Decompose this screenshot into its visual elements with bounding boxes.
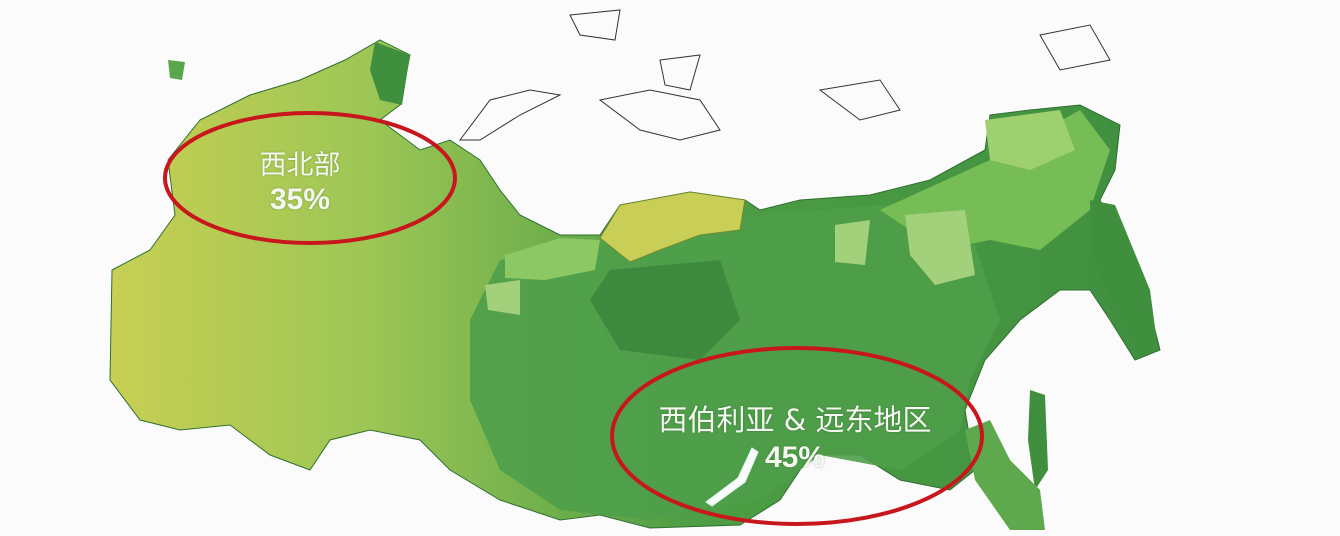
siberia-fareast-region-name: 西伯利亚 & 远东地区: [658, 403, 932, 437]
light-patch-1: [905, 210, 975, 285]
lake-baikal: [705, 447, 759, 507]
taymyr-yellow: [599, 191, 746, 263]
primorye: [965, 420, 1045, 530]
arctic-islands: [569, 9, 1111, 141]
northwest-share: 35%: [269, 183, 331, 216]
light-patch-2: [835, 220, 870, 265]
siberia-fareast-share: 45%: [764, 441, 826, 474]
kamchatka: [1090, 200, 1158, 355]
northwest-highlight-ellipse: [163, 111, 457, 245]
central-dark: [590, 260, 740, 360]
sakhalin: [1028, 390, 1048, 490]
kola-peninsula: [370, 42, 410, 105]
chukotka-light: [985, 110, 1075, 170]
siberia-fareast-label: 西伯利亚 & 远东地区 45%: [620, 402, 970, 478]
novaya-zemlya: [459, 89, 562, 141]
light-patch-3: [485, 280, 520, 315]
siberia-fareast-highlight-ellipse: [610, 346, 984, 526]
scandinavia-islet: [168, 60, 185, 80]
yamal-light: [505, 238, 600, 280]
northwest-region-name: 西北部: [259, 150, 341, 181]
northwest-label: 西北部 35%: [230, 150, 370, 218]
siberia-region: [470, 200, 1000, 520]
